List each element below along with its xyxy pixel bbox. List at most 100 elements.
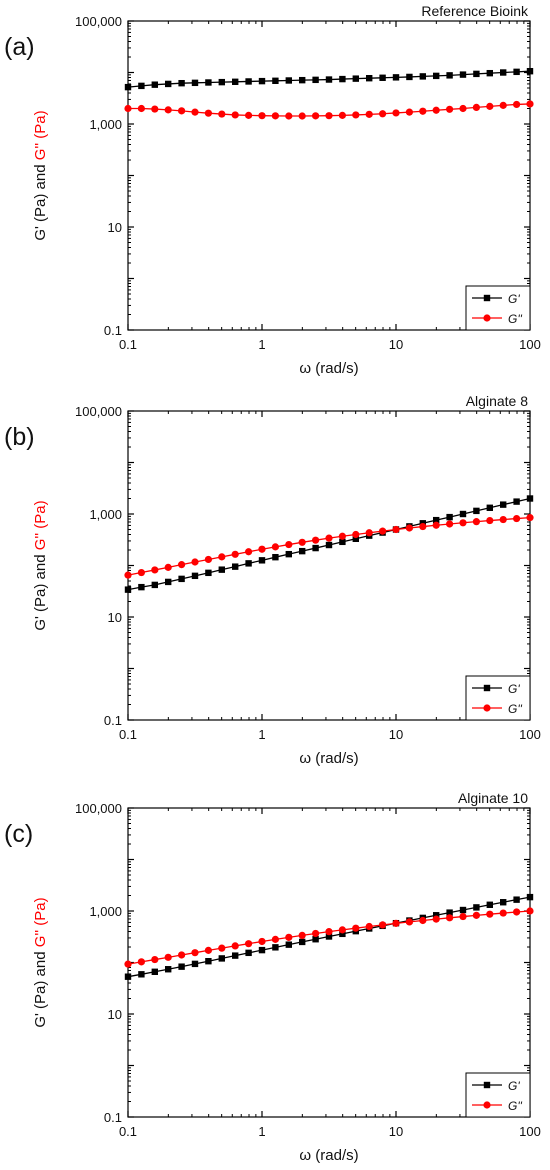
- data-point-square: [285, 550, 293, 558]
- legend-box: [465, 285, 531, 331]
- data-point-square: [366, 75, 373, 82]
- data-point-square: [205, 569, 212, 577]
- data-point-circle: [271, 112, 280, 120]
- data-point-square: [339, 538, 346, 546]
- data-point-circle: [338, 532, 346, 540]
- data-point-square: [339, 930, 346, 938]
- data-point-square: [406, 73, 413, 81]
- legend-label: G': [508, 1079, 520, 1093]
- legend-label: G'': [508, 1099, 523, 1113]
- data-point-circle: [392, 919, 400, 927]
- y-axis-title: G' (Pa) and G'' (Pa): [32, 110, 49, 240]
- data-point-circle: [486, 910, 494, 918]
- y-tick-label: 100,000: [75, 801, 122, 816]
- data-point-circle: [151, 566, 159, 574]
- data-point-circle: [285, 540, 293, 549]
- data-point-circle: [298, 538, 306, 546]
- data-point-square: [312, 76, 319, 84]
- data-point-square: [298, 547, 306, 555]
- data-point-circle: [419, 916, 427, 925]
- data-point-square: [178, 575, 185, 583]
- data-point-square: [419, 73, 427, 80]
- legend-marker-circle: [483, 314, 491, 322]
- data-point-square: [245, 78, 252, 85]
- data-point-circle: [312, 929, 320, 938]
- data-point-circle: [405, 524, 414, 532]
- data-point-square: [298, 938, 306, 946]
- data-point-square: [164, 80, 172, 88]
- data-point-square: [500, 899, 507, 906]
- data-point-circle: [231, 942, 239, 950]
- series-g-double-prime: [124, 907, 534, 968]
- data-point-square: [164, 578, 172, 586]
- panel-label: (b): [4, 423, 35, 451]
- x-tick-label: 0.1: [119, 727, 137, 742]
- data-point-circle: [137, 568, 146, 577]
- data-point-circle: [124, 571, 132, 579]
- y-tick-label: 1,000: [89, 904, 122, 919]
- data-point-circle: [419, 522, 427, 531]
- data-point-square: [245, 949, 252, 957]
- data-point-circle: [472, 518, 480, 526]
- data-point-square: [272, 77, 279, 84]
- x-tick-label: 1: [258, 1124, 265, 1139]
- data-point-circle: [459, 104, 467, 113]
- x-tick-label: 1: [258, 337, 265, 352]
- x-tick-label: 10: [389, 1124, 403, 1139]
- x-axis-title: ω (rad/s): [299, 750, 358, 767]
- legend-marker-square: [483, 294, 491, 302]
- data-point-circle: [432, 915, 440, 923]
- data-point-square: [151, 81, 159, 88]
- data-point-circle: [486, 516, 494, 525]
- data-point-square: [352, 75, 360, 82]
- chart-panel-1: 0.1 1 10 100 0.1 10 1,000 100,000 ω (rad/s) G' (P…: [4, 393, 541, 767]
- data-point-square: [151, 968, 159, 975]
- y-axis-title-part: G'' (Pa): [32, 110, 49, 160]
- y-tick-label: 10: [108, 220, 122, 235]
- data-point-square: [272, 944, 279, 951]
- y-tick-label: 1,000: [89, 507, 122, 522]
- data-point-circle: [231, 550, 239, 558]
- legend-label: G': [508, 292, 520, 306]
- data-point-circle: [392, 525, 400, 534]
- data-point-square: [232, 952, 239, 959]
- legend-label: G'': [508, 312, 523, 326]
- data-point-square: [124, 586, 132, 593]
- data-point-square: [432, 516, 440, 524]
- data-point-square: [191, 960, 199, 968]
- data-point-square: [258, 77, 266, 85]
- y-tick-label: 10: [108, 1007, 122, 1022]
- data-point-square: [473, 507, 480, 515]
- data-point-square: [232, 78, 239, 85]
- data-point-circle: [137, 958, 146, 966]
- x-axis-title: ω (rad/s): [299, 360, 358, 377]
- data-point-circle: [499, 909, 507, 917]
- data-point-circle: [446, 914, 454, 922]
- data-point-square: [205, 79, 212, 86]
- y-tick-label: 0.1: [104, 713, 122, 728]
- x-tick-label: 0.1: [119, 1124, 137, 1139]
- data-point-circle: [164, 563, 172, 571]
- panel-title: Reference Bioink: [421, 3, 529, 19]
- data-point-circle: [258, 545, 266, 553]
- data-point-square: [459, 71, 467, 78]
- data-point-circle: [298, 112, 306, 120]
- panel-title: Alginate 10: [458, 790, 528, 806]
- x-tick-label: 10: [389, 337, 403, 352]
- legend-box: [465, 675, 531, 721]
- data-point-square: [526, 495, 534, 502]
- data-point-circle: [178, 107, 186, 115]
- data-point-circle: [178, 561, 186, 569]
- data-point-circle: [137, 104, 146, 113]
- legend-box: [465, 1072, 531, 1118]
- data-point-square: [178, 963, 185, 970]
- data-point-square: [486, 504, 494, 511]
- data-point-circle: [378, 921, 387, 929]
- data-point-circle: [231, 111, 239, 119]
- data-point-square: [432, 72, 440, 80]
- data-point-circle: [352, 924, 360, 932]
- x-axis-title: ω (rad/s): [299, 1147, 358, 1164]
- data-point-circle: [325, 534, 333, 542]
- data-point-square: [526, 893, 534, 901]
